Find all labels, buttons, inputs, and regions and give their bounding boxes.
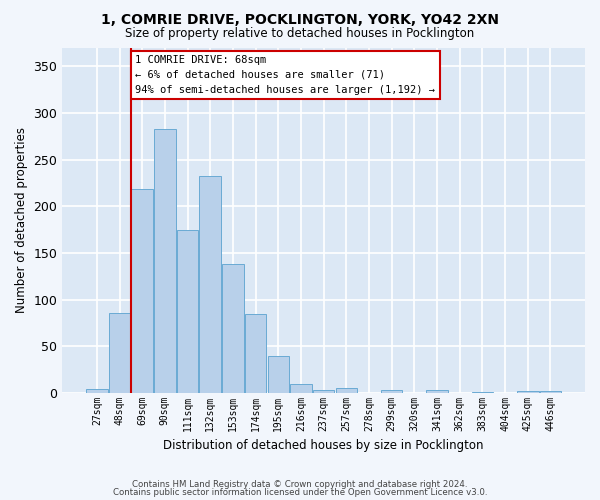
Bar [222, 264, 244, 393]
Text: Contains HM Land Registry data © Crown copyright and database right 2024.: Contains HM Land Registry data © Crown c… [132, 480, 468, 489]
Bar [86, 390, 107, 393]
Bar [381, 390, 403, 393]
Bar [199, 176, 221, 393]
Bar [177, 230, 199, 393]
Text: 1 COMRIE DRIVE: 68sqm
← 6% of detached houses are smaller (71)
94% of semi-detac: 1 COMRIE DRIVE: 68sqm ← 6% of detached h… [136, 55, 436, 94]
Bar [268, 356, 289, 393]
Bar [539, 392, 561, 393]
Bar [313, 390, 334, 393]
Bar [335, 388, 357, 393]
Bar [131, 190, 153, 393]
Bar [154, 129, 176, 393]
Text: 1, COMRIE DRIVE, POCKLINGTON, YORK, YO42 2XN: 1, COMRIE DRIVE, POCKLINGTON, YORK, YO42… [101, 12, 499, 26]
Text: Contains public sector information licensed under the Open Government Licence v3: Contains public sector information licen… [113, 488, 487, 497]
Bar [290, 384, 312, 393]
Text: Size of property relative to detached houses in Pocklington: Size of property relative to detached ho… [125, 28, 475, 40]
Bar [517, 392, 539, 393]
Bar [472, 392, 493, 393]
Bar [245, 314, 266, 393]
Bar [426, 390, 448, 393]
Y-axis label: Number of detached properties: Number of detached properties [15, 128, 28, 314]
Bar [109, 313, 130, 393]
X-axis label: Distribution of detached houses by size in Pocklington: Distribution of detached houses by size … [163, 440, 484, 452]
